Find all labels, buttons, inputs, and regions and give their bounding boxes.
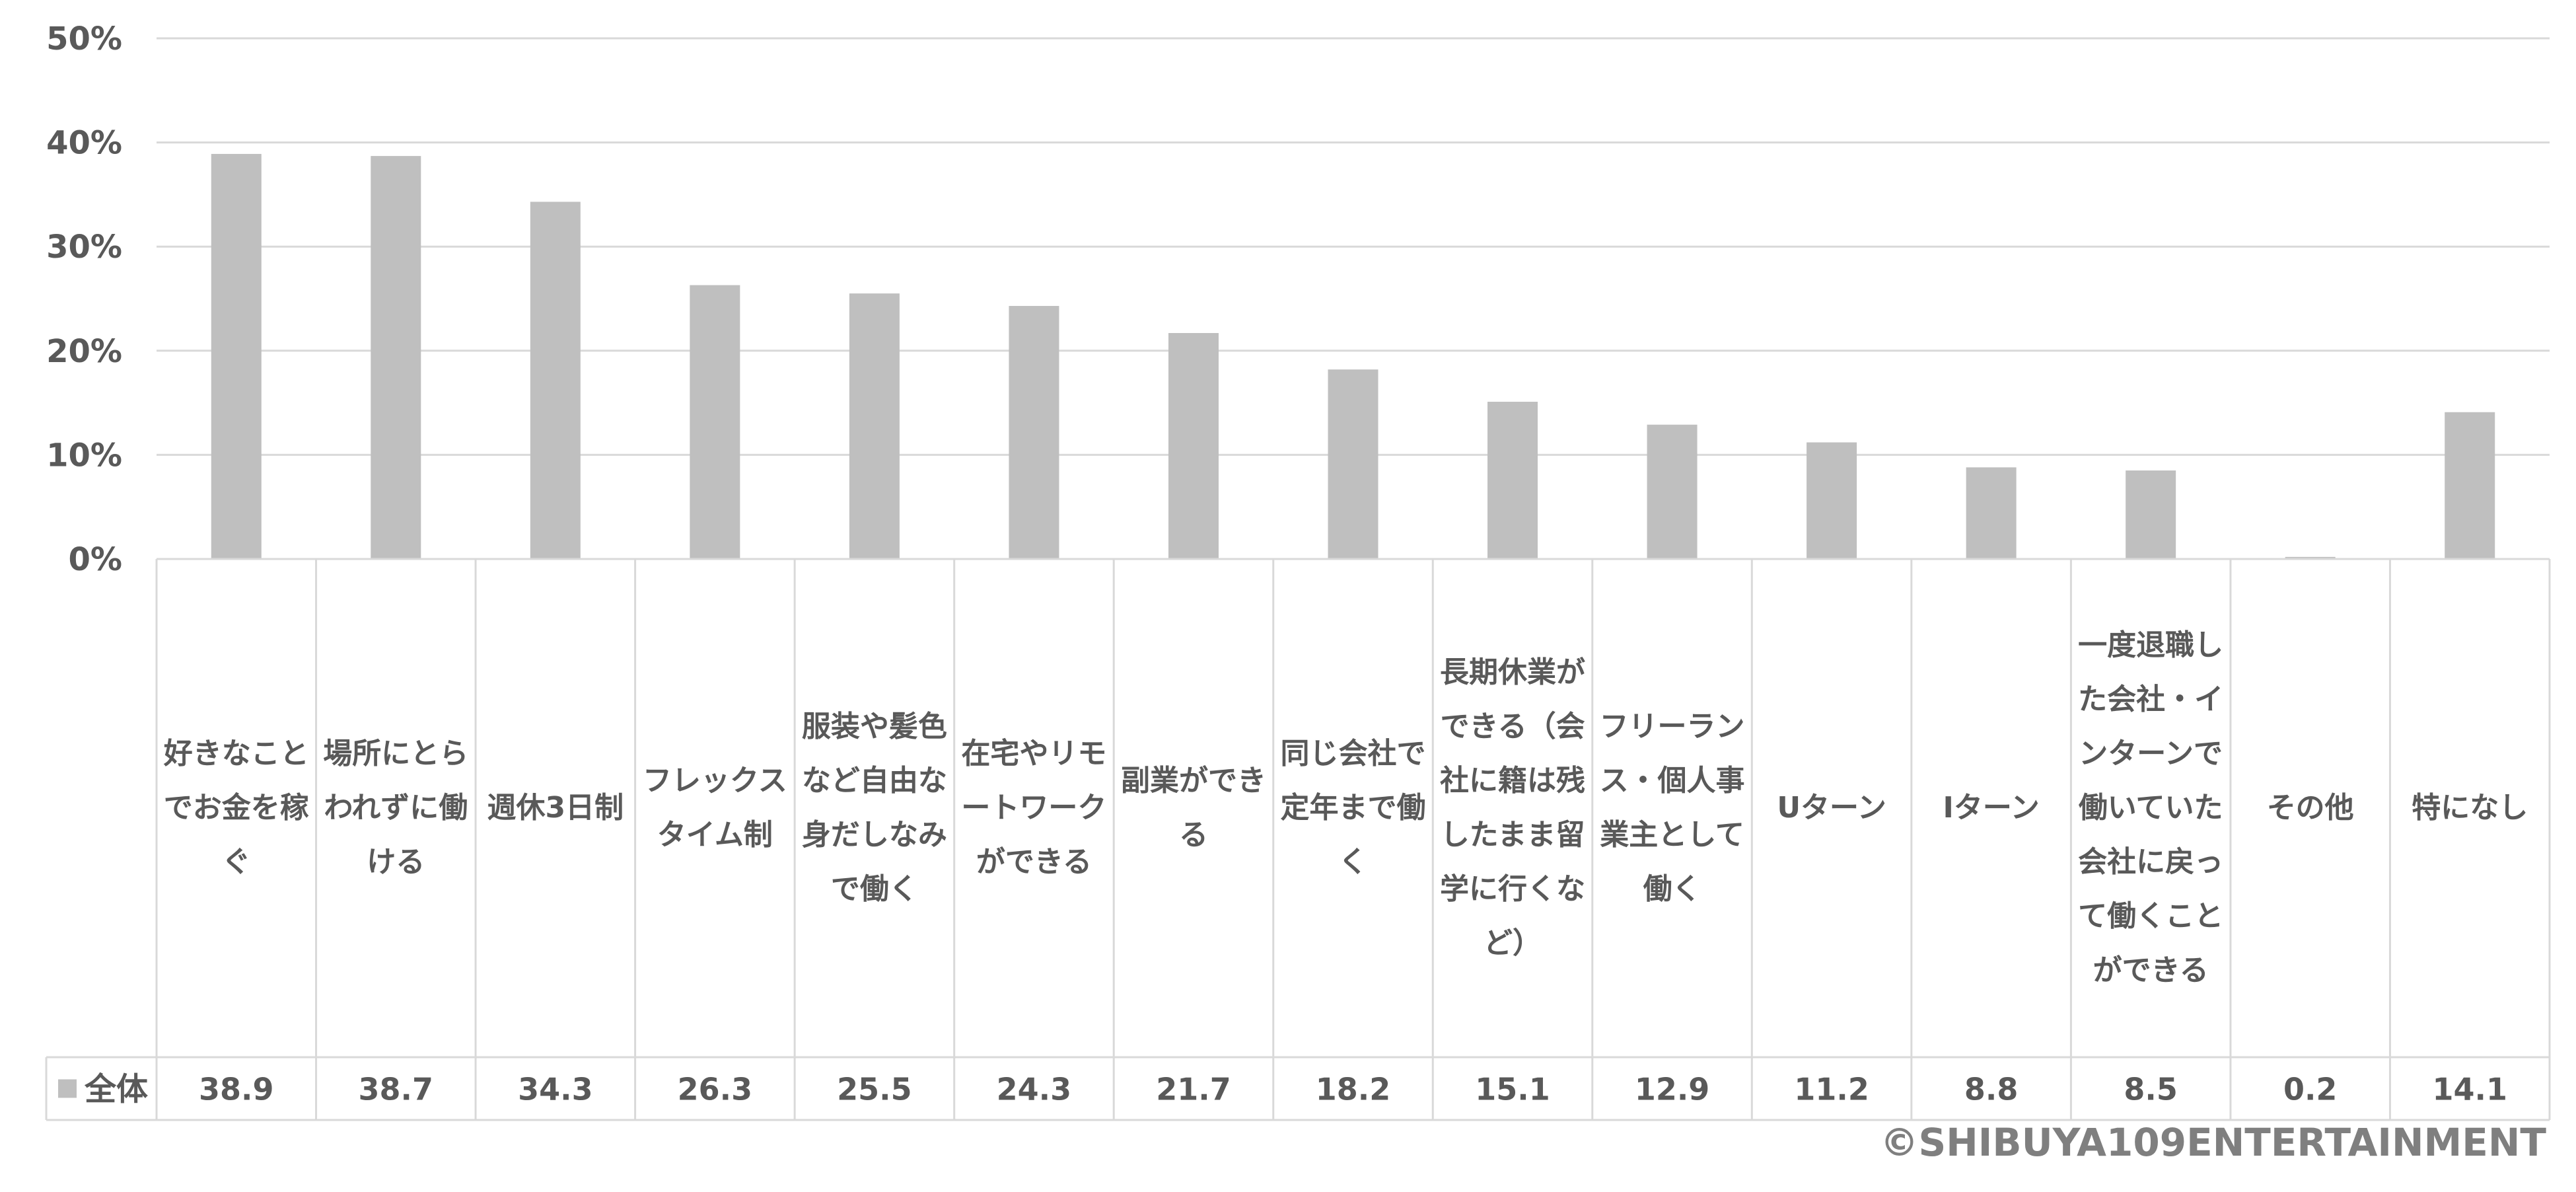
bar — [1647, 424, 1698, 559]
data-label: 15.1 — [1475, 1072, 1550, 1107]
category-label: Uターン — [1777, 791, 1886, 825]
bar — [1487, 402, 1538, 559]
category-label: 副業ができる — [1120, 764, 1266, 852]
bar — [1807, 442, 1857, 559]
bar — [371, 156, 421, 559]
data-label: 8.8 — [1964, 1072, 2019, 1107]
data-label: 12.9 — [1635, 1072, 1710, 1107]
bar — [1168, 333, 1219, 559]
bar — [211, 153, 262, 559]
category-label: その他 — [2266, 791, 2354, 825]
y-tick-label: 0% — [69, 541, 123, 578]
y-tick-label: 10% — [46, 437, 122, 474]
data-table-values: 38.9 38.7 34.3 26.3 25.5 24.3 21.7 18.2 15.1 12.9… — [199, 1072, 2507, 1107]
bar — [1966, 467, 2017, 559]
data-label: 8.5 — [2124, 1072, 2178, 1107]
legend-swatch — [58, 1079, 77, 1098]
bar — [1328, 369, 1378, 559]
bar — [2445, 412, 2495, 559]
y-tick-label: 40% — [46, 125, 122, 162]
category-label: 在宅やリモートワークができる — [961, 737, 1107, 879]
category-label: 長期休業ができる（会社に籍は残したまま留学に行くなど） — [1440, 655, 1586, 960]
category-label: 週休3日制 — [487, 791, 624, 825]
y-tick-label: 30% — [46, 229, 122, 266]
y-tick-label: 50% — [46, 20, 122, 57]
data-label: 24.3 — [997, 1072, 1072, 1107]
legend-label: 全体 — [84, 1071, 148, 1108]
data-label: 21.7 — [1156, 1072, 1231, 1107]
category-label: Iターン — [1943, 791, 2040, 825]
bar — [849, 293, 900, 559]
category-label: 特になし — [2412, 791, 2528, 825]
category-label: 一度退職した会社・インターンで働いていた会社に戻って働くことができる — [2078, 628, 2224, 987]
bar — [2285, 556, 2336, 559]
category-label: フレックスタイム制 — [643, 764, 787, 852]
data-label: 38.7 — [359, 1072, 434, 1107]
bar — [1009, 306, 1059, 559]
bar — [2126, 470, 2176, 559]
category-label: フリーランス・個人事業主として働く — [1599, 710, 1745, 906]
data-label: 0.2 — [2283, 1072, 2338, 1107]
data-table-grid — [45, 558, 2551, 1121]
y-axis-ticks: 0% 10% 20% 30% 40% 50% — [46, 20, 122, 578]
data-label: 38.9 — [199, 1072, 274, 1107]
category-label: 場所にとらわれずに働ける — [323, 737, 469, 879]
y-tick-label: 20% — [46, 333, 122, 370]
data-label: 14.1 — [2432, 1072, 2507, 1107]
data-label: 25.5 — [837, 1072, 912, 1107]
data-label: 11.2 — [1794, 1072, 1869, 1107]
category-label: 服装や髪色など自由な身だしなみで働く — [801, 710, 947, 906]
bar — [530, 202, 581, 559]
data-label: 18.2 — [1316, 1072, 1391, 1107]
legend: 全体 — [58, 1071, 148, 1108]
bars — [211, 153, 2495, 559]
data-label: 26.3 — [678, 1072, 753, 1107]
data-label: 34.3 — [518, 1072, 593, 1107]
copyright-text: ©SHIBUYA109ENTERTAINMENT — [1880, 1120, 2546, 1165]
category-label: 好きなことでお金を稼ぐ — [163, 737, 309, 879]
bar — [690, 285, 740, 559]
category-label: 同じ会社で定年まで働く — [1280, 737, 1426, 879]
